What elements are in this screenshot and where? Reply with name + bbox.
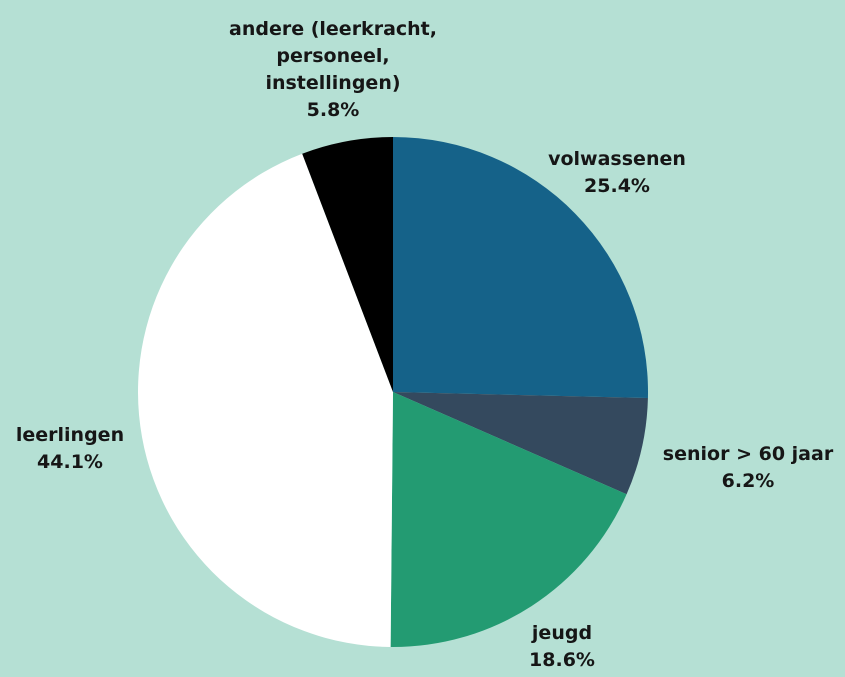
category-name: andere (leerkracht, personeel, instellin…	[229, 18, 437, 94]
value-label: 44.1%	[37, 451, 103, 473]
pie-slice	[137, 153, 393, 647]
slice-label: andere (leerkracht, personeel, instellin…	[211, 16, 456, 124]
slice-label: leerlingen 44.1%	[0, 422, 170, 476]
category-name: jeugd	[531, 622, 593, 644]
value-label: 18.6%	[529, 649, 595, 671]
pie-slice	[393, 137, 648, 399]
value-label: 6.2%	[721, 470, 775, 492]
category-name: senior > 60 jaar	[662, 443, 834, 465]
slice-label: volwassenen 25.4%	[467, 146, 767, 200]
pie-slice	[390, 392, 627, 647]
value-label: 25.4%	[584, 175, 650, 197]
pie-slice	[302, 137, 393, 392]
value-label: 5.8%	[306, 99, 360, 121]
pie-slice	[393, 392, 648, 495]
category-name: leerlingen	[15, 424, 125, 446]
slice-label: senior > 60 jaar 6.2%	[598, 441, 845, 495]
category-name: volwassenen	[548, 148, 686, 170]
slice-label: jeugd 18.6%	[412, 620, 712, 674]
